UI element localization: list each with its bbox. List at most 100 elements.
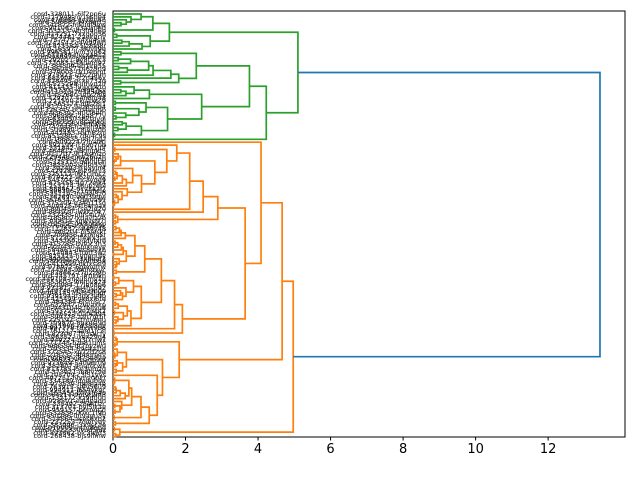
- leaf-label: cord-306232-rbagp2zf: [33, 356, 106, 365]
- leaf-label: cord-825325-hv0qnufy: [31, 251, 106, 260]
- leaf-label: cord-331842-wp0x1j0f: [32, 143, 106, 152]
- leaf-label: cord-476868-gyxtjn5n: [33, 15, 106, 24]
- leaf-label: cord-343769-vodyfxro: [33, 237, 106, 246]
- leaf-label: cord-920430-solxneyy: [33, 242, 106, 251]
- leaf-label: cord-326345-bcp4ecmb: [28, 105, 106, 114]
- leaf-label: cord-221500-skuaxcc9: [32, 97, 106, 106]
- leaf-label: cord-761217-aam1jc3l: [32, 327, 107, 336]
- leaf-label: cord-620984-17ia08p6: [31, 280, 106, 289]
- leaf-label: cord-165977-kklvlj9q: [37, 44, 106, 53]
- leaf-label: cord-452680-utjx28is: [36, 91, 106, 100]
- leaf-label: cord-996581-lvm3yp62: [29, 47, 106, 56]
- leaf-label: cord-484384-6jsrusc7: [35, 298, 106, 307]
- leaf-label: cord-383500-gz0fq55y: [32, 161, 106, 170]
- leaf-label: cord-373921-ib8lvz9d: [34, 368, 106, 377]
- leaf-label: cord-475556-u4rmsiig: [33, 120, 106, 129]
- leaf-label: cord-572309-tf4wx3fa: [33, 234, 106, 243]
- leaf-label: cord-737301-4ojqq7sy: [32, 85, 106, 94]
- leaf-label: cord-973649-540ugr09: [30, 359, 106, 368]
- leaf-label: cord-994911-i654vkgc: [32, 385, 106, 394]
- leaf-label: cord-341872-mkuqj5gw: [28, 21, 106, 30]
- leaf-label: cord-414251-7xxgoo56: [30, 30, 106, 39]
- leaf-label: cord-745791-jlr0iokn: [38, 271, 106, 280]
- leaf-label: cord-817157-9ez85op4: [30, 102, 106, 111]
- leaf-label: cord-747948-hz2eh9sb: [30, 123, 106, 132]
- leaf-label: cord-650286-0n9agu3y: [29, 411, 106, 420]
- leaf-label: cord-838662-t7p2z8jb: [33, 269, 106, 278]
- leaf-label: cord-253274-38upzdpl: [32, 181, 106, 190]
- leaf-label: cord-919009-v4fn8qbd: [31, 423, 106, 432]
- leaf-label: cord-545704-shc3ygg9: [30, 175, 106, 184]
- leaf-label: cord-632947-jzvvaxkp: [33, 301, 106, 310]
- leaf-label: cord-429207-44h8lg48: [31, 94, 106, 103]
- leaf-label: cord-232435-p0fs4u7w: [30, 210, 106, 219]
- leaf-label: cord-497251-hhmy002r: [28, 373, 106, 382]
- leaf-label: cord-125125-kv8glakp: [32, 219, 106, 228]
- leaf-label: cord-383996-j3x9sc1e: [33, 420, 106, 429]
- leaf-label: cord-218732-4bbgnxfv: [31, 350, 106, 359]
- x-tick-label: 0: [108, 442, 118, 457]
- leaf-label: cord-514564-ases6xb2: [31, 414, 106, 423]
- leaf-label: cord-851280-c7du4c9s: [31, 132, 106, 141]
- leaf-label: cord-685908-3r2na56x: [31, 73, 106, 82]
- leaf-label: cord-873582-5jz8lq8r: [36, 41, 106, 50]
- leaf-label: cord-928501-eal4padn: [31, 397, 106, 406]
- leaf-label: cord-165455-bf7xf64p: [33, 388, 106, 397]
- leaf-label: cord-144585-9b0h9xyc: [30, 266, 106, 275]
- leaf-label: cord-811435-hnpdozto: [31, 82, 106, 91]
- leaf-label: cord-140843-ttotf3wz: [35, 248, 106, 257]
- leaf-label: cord-306306-21gvhzle: [32, 187, 106, 196]
- leaf-label: cord-415785-bvfuc3h3: [31, 239, 106, 248]
- leaf-label: cord-890454-rse2ld20: [33, 204, 106, 213]
- leaf-label: cord-535119-3qqaw5z0: [28, 190, 106, 199]
- leaf-label: cord-271745-bzb81ums: [28, 339, 106, 347]
- leaf-label: cord-362690-veu39qyj: [32, 193, 106, 202]
- leaf-label: cord-372545-xp72d2c8: [30, 347, 106, 356]
- leaf-label: cord-525298-jimvg7lf: [36, 79, 106, 88]
- leaf-label: cord-677438-0vcxaa12: [30, 50, 106, 59]
- leaf-label: cord-668554-dt7oyzwu: [30, 341, 106, 350]
- leaf-label: cord-888467-0cv3a2l7: [32, 184, 107, 193]
- leaf-label: cord-559729-v8sakwqj: [32, 117, 106, 126]
- leaf-label: cord-429289-pj29unl3: [33, 167, 106, 176]
- x-tick-label: 2: [181, 442, 190, 457]
- leaf-label: cord-268438-bjs9llmw: [33, 432, 106, 441]
- leaf-label: cord-986978-jwiwz1nl: [34, 53, 106, 62]
- leaf-label: cord-911707-9t1usmzp: [30, 149, 106, 158]
- leaf-label: cord-814571-fs5flupr: [37, 289, 106, 298]
- leaf-label: cord-875458-4p72ejk4: [32, 178, 106, 187]
- leaf-label: cord-411999-bkfxs3l9: [34, 260, 106, 269]
- orange-cluster-links: [112, 141, 295, 438]
- leaf-label: cord-524481-2aokgriy: [33, 33, 106, 42]
- leaf-label: cord-596588-j2p4877y: [31, 111, 106, 120]
- leaf-label: cord-449740-yb5urm0e: [29, 286, 106, 295]
- leaf-label: cord-609224-7lpaiztj: [38, 137, 106, 146]
- leaf-label: cord-392493-jrp5yimf: [35, 164, 106, 173]
- leaf-label: cord-509890-c8jovz0b: [33, 126, 106, 135]
- leaf-label: cord-425499-yk8xl6td: [34, 295, 106, 304]
- leaf-label: cord-225192-c1htv0nu: [31, 315, 106, 324]
- leaf-label: cord-396352-uxex29q4: [30, 333, 106, 342]
- leaf-label: cord-379003-tb1rebmt: [31, 68, 106, 77]
- leaf-label: cord-185807-xdavfz2o: [32, 213, 106, 222]
- leaf-label: cord-576425-k7yyg69k: [30, 222, 107, 231]
- leaf-label: cord-102695-o875a82y: [29, 353, 106, 362]
- leaf-label: cord-572083-p4huem97: [27, 59, 106, 68]
- leaf-label: cord-292021-8y8t2ec3: [31, 56, 106, 65]
- leaf-label: cord-532836-00xc1f9b: [31, 408, 106, 417]
- leaf-label: cord-939194-p3qx3y0b: [29, 292, 106, 301]
- leaf-label: cord-464812-y6gnpkt5: [31, 146, 106, 155]
- leaf-label: cord-823067-fb3skcfy: [34, 330, 106, 339]
- leaf-label: cord-757479-54xu4sla: [32, 35, 106, 44]
- leaf-label: cord-411313-7q725sbq: [29, 88, 106, 97]
- x-axis-ticks: [112, 437, 549, 441]
- leaf-label: cord-303213-wb304n6p: [28, 27, 106, 36]
- leaf-label: cord-592199-rc6vo7ub: [31, 140, 106, 149]
- plot-frame: [112, 10, 626, 438]
- x-tick-label: 4: [253, 442, 263, 457]
- leaf-label: cord-237253-7oioryqy: [33, 417, 106, 426]
- leaf-label: cord-949224-o3i7ciwx: [33, 336, 106, 345]
- leaf-label: cord-679223-v6zimz9y: [31, 172, 107, 181]
- leaf-label: cord-112837-i4le9y48: [34, 225, 106, 234]
